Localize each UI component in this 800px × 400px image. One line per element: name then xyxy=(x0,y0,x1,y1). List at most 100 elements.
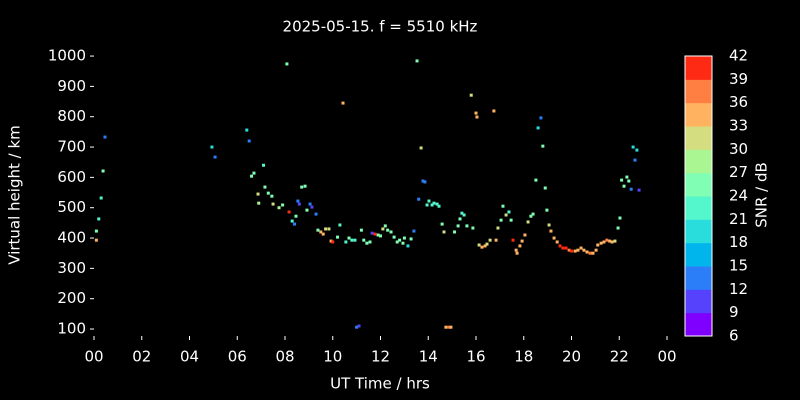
data-point xyxy=(453,230,457,234)
data-point xyxy=(285,62,289,66)
data-point xyxy=(395,240,399,244)
data-point xyxy=(362,238,366,242)
data-point xyxy=(582,248,586,252)
data-point xyxy=(449,325,453,329)
data-point xyxy=(425,203,429,207)
data-point xyxy=(520,239,524,243)
data-point xyxy=(336,235,340,239)
data-point xyxy=(480,245,484,249)
y-tick-label: 900 xyxy=(57,77,86,95)
data-point xyxy=(585,250,589,254)
colorbar-tick-label: 42 xyxy=(729,47,748,65)
chart-title: 2025-05-15. f = 5510 kHz xyxy=(283,18,478,36)
data-point xyxy=(379,234,382,238)
data-point xyxy=(271,202,275,206)
y-tick-label: 300 xyxy=(57,259,86,277)
colorbar-bin xyxy=(685,102,712,127)
data-point xyxy=(247,139,251,143)
data-point xyxy=(303,184,307,188)
x-tick-label: 18 xyxy=(514,348,533,366)
data-point xyxy=(324,227,328,231)
data-point xyxy=(610,240,614,244)
data-point xyxy=(406,244,410,248)
y-tick-label: 800 xyxy=(57,107,86,125)
data-point xyxy=(447,325,451,329)
data-point xyxy=(250,174,254,178)
x-tick-label: 10 xyxy=(323,348,342,366)
data-point xyxy=(245,128,249,132)
x-tick-label: 08 xyxy=(275,348,294,366)
data-point xyxy=(314,212,318,216)
data-point xyxy=(567,248,571,252)
colorbar-tick-label: 15 xyxy=(729,257,748,275)
data-point xyxy=(94,238,98,242)
data-point xyxy=(492,109,496,113)
data-point xyxy=(625,175,629,179)
data-point xyxy=(507,210,511,214)
data-point xyxy=(101,169,105,173)
x-tick-label: 00 xyxy=(657,348,676,366)
data-point xyxy=(97,217,101,221)
data-point xyxy=(588,251,592,255)
data-point xyxy=(287,210,291,214)
data-point xyxy=(296,199,300,203)
y-tick-label: 400 xyxy=(57,229,86,247)
data-point xyxy=(576,248,580,252)
data-point xyxy=(370,231,374,235)
data-point xyxy=(558,244,562,248)
data-point xyxy=(252,171,256,175)
data-point xyxy=(357,324,361,328)
colorbar-bin xyxy=(685,56,712,80)
data-point xyxy=(381,227,385,231)
data-point xyxy=(529,214,533,218)
data-point xyxy=(266,191,270,195)
y-axis-label: Virtual height / km xyxy=(6,125,24,264)
data-point xyxy=(355,325,359,329)
data-point xyxy=(401,241,405,245)
data-point xyxy=(347,236,351,240)
data-point xyxy=(392,235,396,239)
data-point xyxy=(427,199,431,203)
data-point xyxy=(631,145,635,149)
data-point xyxy=(257,201,261,205)
data-point xyxy=(368,240,372,244)
data-point xyxy=(365,241,369,245)
data-point xyxy=(437,204,441,208)
data-point xyxy=(477,243,481,247)
data-point xyxy=(430,203,434,207)
y-tick-label: 700 xyxy=(57,138,86,156)
data-point xyxy=(499,218,503,222)
data-point xyxy=(485,242,489,246)
data-point xyxy=(327,227,331,231)
data-point xyxy=(376,233,380,237)
data-point xyxy=(596,243,600,247)
data-point xyxy=(496,226,500,230)
data-point xyxy=(474,111,478,115)
data-point xyxy=(402,236,406,240)
data-point xyxy=(552,236,556,240)
colorbar-tick-label: 30 xyxy=(729,140,748,158)
data-point xyxy=(321,232,325,236)
data-point xyxy=(423,180,427,184)
data-point xyxy=(210,145,214,149)
y-tick-label: 500 xyxy=(57,198,86,216)
x-tick-label: 22 xyxy=(610,348,629,366)
colorbar-tick-label: 18 xyxy=(729,233,748,251)
colorbar-bin xyxy=(685,266,712,290)
data-point xyxy=(432,201,436,205)
x-tick-label: 02 xyxy=(132,348,151,366)
data-point xyxy=(518,244,522,248)
data-point xyxy=(594,248,598,252)
colorbar-tick-label: 27 xyxy=(729,163,748,181)
data-point xyxy=(605,238,609,242)
data-point xyxy=(417,197,421,201)
data-point xyxy=(297,202,301,206)
data-point xyxy=(294,214,298,218)
colorbar-bin xyxy=(685,126,712,150)
data-point xyxy=(421,179,425,183)
data-point xyxy=(412,229,416,233)
data-point xyxy=(310,205,314,209)
data-point xyxy=(469,93,473,97)
colorbar-label: SNR / dB xyxy=(753,162,771,228)
x-axis-label: UT Time / hrs xyxy=(330,375,430,393)
